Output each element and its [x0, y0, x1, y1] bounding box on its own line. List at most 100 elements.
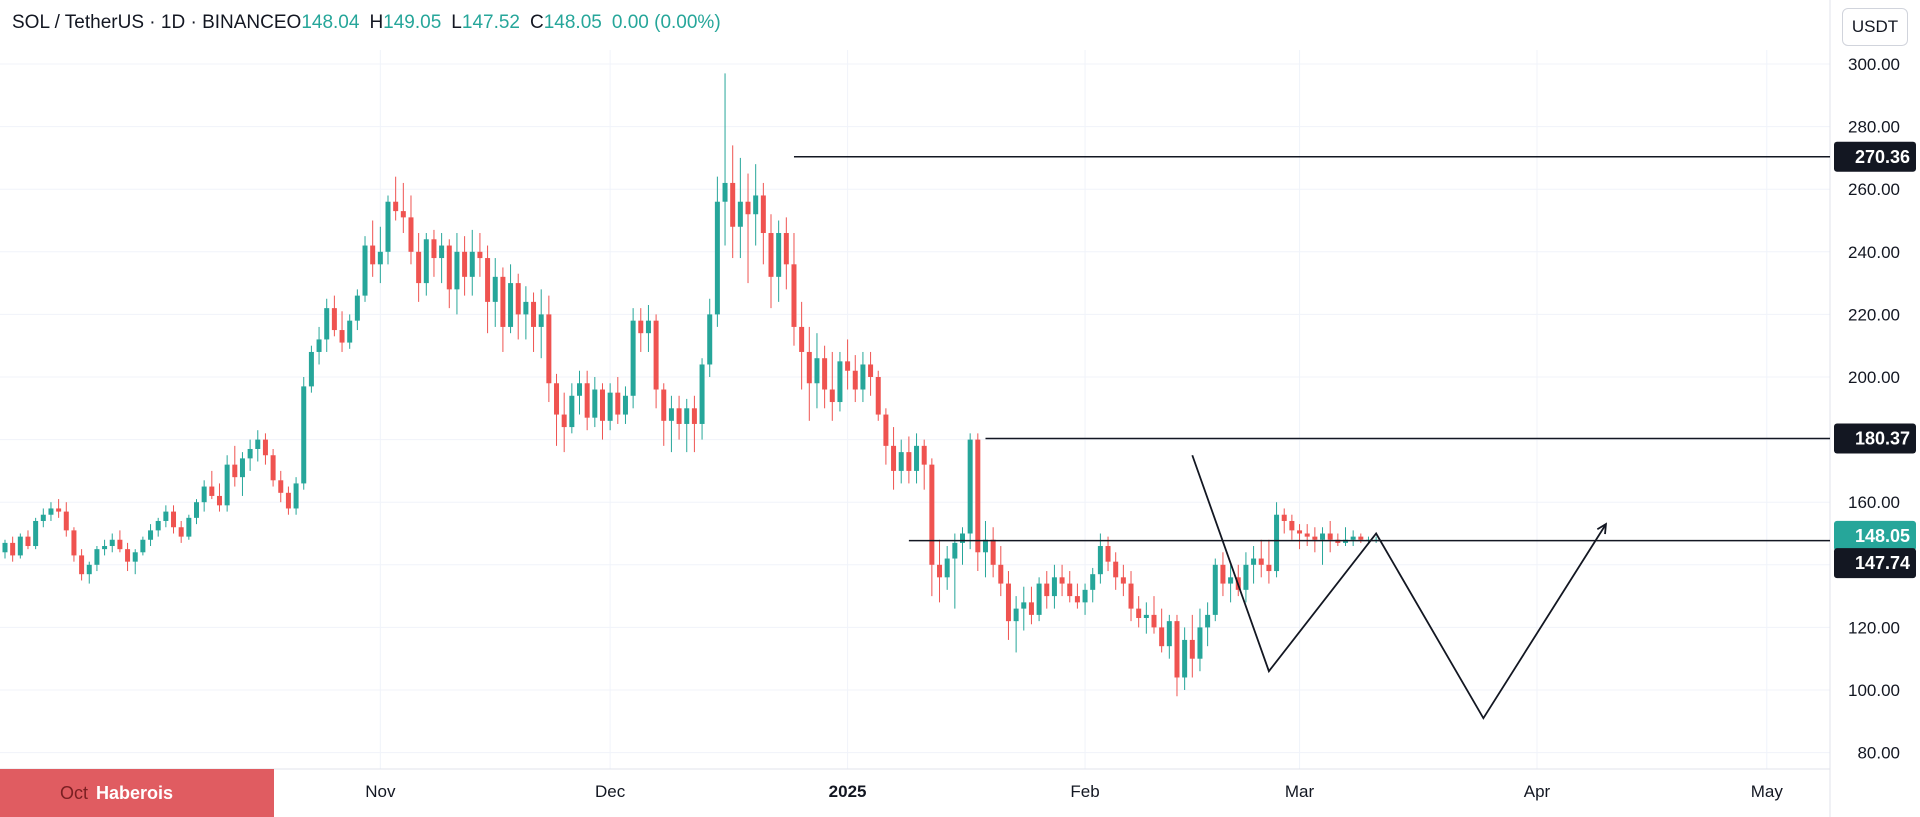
candle-body	[163, 511, 169, 521]
candle-body	[1189, 639, 1195, 659]
candle-body	[737, 201, 743, 227]
candle-body	[439, 245, 445, 259]
y-tick-label: 200.00	[1848, 368, 1900, 387]
candle-body	[194, 502, 199, 518]
candle-body	[1059, 577, 1065, 584]
symbol-title[interactable]: SOL / TetherUS · 1D · BINANCE	[12, 12, 287, 33]
candle-body	[1082, 589, 1088, 603]
candle-body	[1174, 621, 1180, 678]
y-tick-label: 280.00	[1848, 118, 1900, 137]
candle-body	[485, 258, 491, 302]
candle-body	[10, 542, 16, 556]
candle-body	[1205, 614, 1211, 628]
candle-body	[255, 439, 261, 449]
candle-body	[661, 389, 667, 421]
currency-button[interactable]: USDT	[1842, 8, 1908, 46]
high-value: 149.05	[383, 12, 442, 33]
candle-body	[998, 564, 1004, 584]
y-tick-label: 120.00	[1848, 618, 1900, 637]
candle-body	[1013, 608, 1019, 622]
candle-body	[676, 408, 682, 424]
candle-body	[232, 464, 238, 478]
candle-body	[354, 295, 360, 321]
candle-body	[462, 251, 468, 277]
watermark-brand: Haberois	[96, 782, 174, 803]
candle-body	[699, 364, 705, 424]
candle-body	[653, 320, 659, 390]
level-badge-147: 147.74	[1855, 553, 1910, 573]
candle-body	[684, 408, 690, 424]
candle-body	[929, 464, 935, 565]
candle-body	[17, 536, 23, 556]
candle-body	[875, 377, 881, 415]
y-tick-label: 80.00	[1857, 744, 1900, 763]
candle-body	[1212, 564, 1218, 615]
candle-body	[753, 195, 759, 215]
candle-body	[477, 251, 483, 259]
watermark-logo: Oct Haberois	[0, 769, 274, 817]
candle-body	[117, 539, 123, 550]
candle-body	[393, 201, 399, 212]
x-tick-label: Feb	[1070, 782, 1099, 801]
candle-body	[148, 530, 154, 540]
candle-body	[982, 539, 988, 553]
candle-body	[132, 552, 138, 562]
low-label: L	[451, 12, 462, 33]
candle-body	[408, 217, 414, 252]
candle-body	[975, 439, 981, 553]
candle-body	[714, 201, 720, 315]
candle-body	[48, 508, 54, 515]
candle-body	[1151, 614, 1157, 628]
candle-body	[377, 251, 383, 265]
candle-body	[454, 251, 460, 290]
candle-body	[1021, 602, 1027, 609]
candle-body	[1143, 614, 1149, 619]
y-tick-label: 300.00	[1848, 55, 1900, 74]
candle-body	[1251, 558, 1257, 565]
candle-body	[691, 408, 697, 424]
x-tick-label: Nov	[365, 782, 396, 801]
candle-body	[1274, 514, 1280, 572]
candle-body	[140, 539, 146, 553]
candle-body	[278, 480, 284, 493]
x-tick-label: Apr	[1524, 782, 1551, 801]
candle-body	[990, 539, 996, 565]
candle-body	[806, 351, 812, 384]
candle-body	[239, 458, 245, 478]
candle-body	[599, 389, 605, 421]
candle-body	[799, 326, 805, 352]
candle-body	[1335, 539, 1341, 543]
candle-body	[523, 301, 529, 315]
pattern-line	[1191, 454, 1607, 720]
candle-body	[362, 245, 368, 296]
candle-body	[952, 542, 958, 559]
level-badge-270: 270.36	[1855, 147, 1910, 167]
candle-body	[1136, 608, 1142, 619]
candle-body	[783, 233, 789, 265]
candle-body	[829, 389, 835, 403]
symbol-legend: SOL / TetherUS · 1D · BINANCEO148.04 H149…	[12, 12, 721, 34]
candle-body	[224, 464, 230, 506]
candle-body	[1120, 577, 1126, 584]
candle-body	[347, 320, 353, 343]
candle-body	[868, 364, 874, 377]
candle-body	[285, 492, 291, 509]
candle-body	[339, 330, 345, 343]
candle-body	[1304, 533, 1310, 537]
candle-body	[538, 314, 544, 327]
candle-body	[492, 276, 498, 302]
candle-body	[668, 408, 674, 421]
candle-body	[423, 239, 429, 284]
candle-body	[1051, 577, 1057, 597]
high-label: H	[369, 12, 384, 33]
candle-body	[247, 448, 253, 459]
candle-body	[1220, 564, 1226, 584]
candle-body	[508, 283, 514, 327]
candle-body	[186, 517, 192, 537]
candle-body	[1258, 558, 1264, 565]
candle-body	[1228, 577, 1234, 584]
candle-body	[125, 549, 131, 562]
candle-body	[906, 452, 912, 471]
candle-body	[960, 533, 965, 543]
